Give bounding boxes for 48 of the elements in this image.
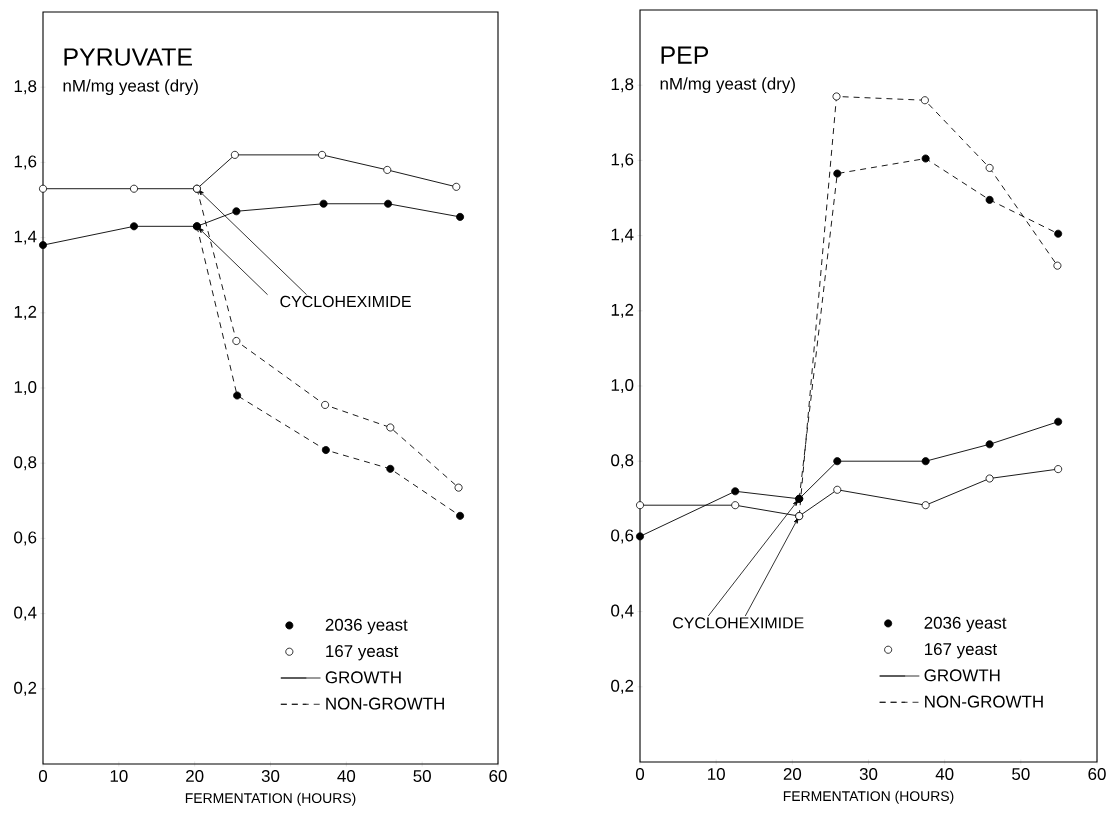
y-tick-label: 0,8 (611, 454, 634, 469)
annotation: CYCLOHEXIMIDE (280, 295, 411, 308)
annotation: GROWTH (325, 671, 401, 684)
x-tick-label: 0 (635, 768, 645, 781)
x-tick-label: 10 (110, 770, 128, 783)
y-tick-label: 1,4 (14, 230, 37, 245)
x-tick-label: 20 (186, 770, 204, 783)
x-axis-title: FERMENTATION (HOURS) (783, 790, 954, 804)
legend-label: 167 yeast (326, 645, 399, 661)
text: PEP (661, 46, 709, 64)
x-tick-label: 10 (708, 768, 725, 781)
legend-label: 167 yeast (925, 643, 997, 659)
x-tick-label: 40 (337, 770, 356, 783)
x-tick-label: 30 (859, 768, 878, 781)
y-tick-label: 1,6 (611, 153, 634, 168)
x-tick-label: 20 (783, 768, 802, 781)
x-tick-label: 50 (413, 770, 431, 783)
y-tick-label: 1,0 (14, 381, 37, 395)
annotation: NON-GROWTH (925, 695, 1043, 708)
annotation: GROWTH (924, 669, 1000, 682)
y-tick-label: 0,6 (14, 531, 37, 546)
y-tick-label: 1,6 (14, 155, 37, 170)
y-tick-label: 1,0 (611, 379, 634, 393)
x-tick-label: 30 (261, 770, 280, 783)
y-tick-label: 0,8 (14, 456, 37, 471)
y-tick-label: 1,8 (611, 78, 634, 93)
annotation: CYCLOHEXIMIDE (673, 617, 804, 629)
y-tick-label: 0,4 (611, 604, 634, 619)
x-axis-title: FERMENTATION (HOURS) (185, 792, 356, 806)
y-axis-title: nM/mg yeast (dry) (63, 79, 198, 96)
legend-label: 2036 yeast (325, 618, 408, 635)
y-tick-label: 1,8 (14, 80, 37, 95)
y-tick-label: 0,2 (14, 681, 37, 696)
annotation: NON-GROWTH (326, 697, 444, 710)
y-tick-label: 1,2 (611, 303, 634, 318)
legend-label: 2036 yeast (924, 616, 1007, 633)
x-tick-label: 50 (1012, 768, 1030, 781)
y-tick-label: 1,2 (14, 305, 37, 320)
x-tick-label: 60 (489, 770, 507, 783)
y-tick-label: 0,4 (14, 606, 37, 621)
y-axis-title: nM/mg yeast (dry) (660, 77, 795, 94)
y-tick-label: 0,2 (611, 679, 634, 694)
x-tick-label: 40 (935, 768, 954, 781)
text: PYRUVATE (64, 48, 192, 66)
x-tick-label: 60 (1088, 768, 1106, 781)
x-tick-label: 0 (38, 770, 48, 783)
y-tick-label: 1,4 (611, 228, 634, 243)
y-tick-label: 0,6 (611, 529, 634, 544)
